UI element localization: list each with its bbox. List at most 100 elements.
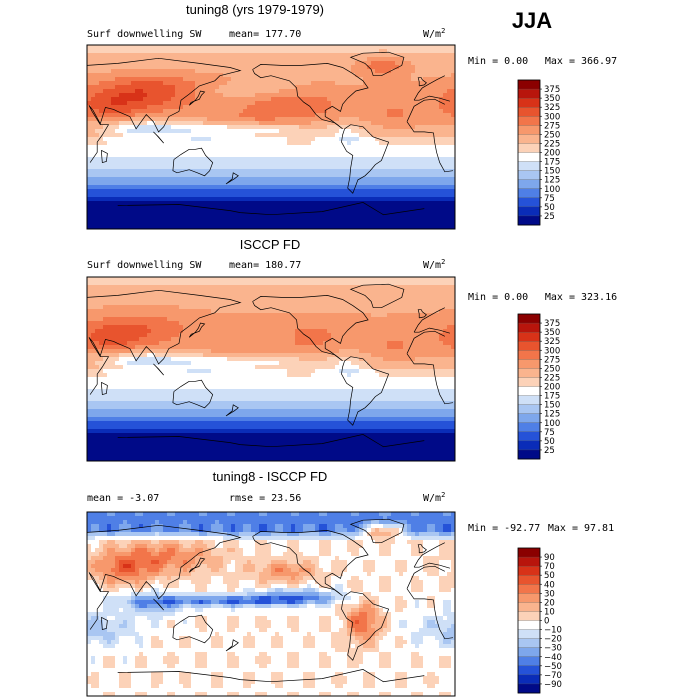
map-cell (355, 93, 360, 98)
map-cell (119, 169, 124, 174)
map-cell (239, 173, 244, 178)
map-cell (375, 289, 380, 294)
map-cell (403, 109, 408, 114)
map-cell (135, 69, 140, 74)
map-cell (131, 181, 136, 186)
map-cell (147, 125, 152, 130)
map-cell (91, 197, 96, 202)
map-cell (87, 65, 92, 70)
map-cell (283, 297, 288, 302)
map-cell (363, 169, 368, 174)
map-cell (287, 53, 292, 58)
map-cell (415, 133, 420, 138)
map-cell (275, 221, 280, 226)
map-cell (263, 189, 268, 194)
map-cell (311, 185, 316, 190)
map-cell (423, 129, 428, 134)
map-cell (235, 145, 240, 150)
map-cell (207, 121, 212, 126)
map-cell (279, 281, 284, 286)
map-cell (407, 297, 412, 302)
map-cell (195, 189, 200, 194)
map-cell (351, 285, 356, 290)
map-cell (223, 45, 228, 50)
map-cell (223, 85, 228, 90)
map-cell (331, 281, 336, 286)
map-cell (115, 125, 120, 130)
map-cell (279, 85, 284, 90)
map-cell (355, 121, 360, 126)
map-cell (419, 201, 424, 206)
map-cell (283, 173, 288, 178)
map-cell (163, 217, 168, 222)
map-cell (167, 81, 172, 86)
map-cell (331, 197, 336, 202)
map-cell (135, 201, 140, 206)
map-cell (155, 137, 160, 142)
map-cell (131, 85, 136, 90)
map-cell (103, 277, 108, 282)
map-cell (147, 225, 152, 229)
map-cell (227, 289, 232, 294)
map-cell (299, 89, 304, 94)
map-cell (107, 221, 112, 226)
map-cell (103, 173, 108, 178)
map-cell (255, 221, 260, 226)
map-cell (403, 225, 408, 229)
map-cell (131, 301, 136, 306)
map-cell (163, 49, 168, 54)
map-cell (279, 221, 284, 226)
map-cell (335, 113, 340, 118)
map-cell (139, 157, 144, 162)
map-cell (171, 169, 176, 174)
map-cell (383, 173, 388, 178)
map-cell (263, 217, 268, 222)
map-cell (419, 145, 424, 150)
map-cell (307, 45, 312, 50)
map-cell (195, 53, 200, 58)
map-cell (243, 221, 248, 226)
map-cell (391, 177, 396, 182)
map-cell (303, 81, 308, 86)
map-cell (359, 285, 364, 290)
map-cell (159, 153, 164, 158)
map-cell (279, 137, 284, 142)
map-cell (219, 281, 224, 286)
map-cell (175, 69, 180, 74)
map-cell (287, 57, 292, 62)
map-cell (183, 73, 188, 78)
map-cell (307, 289, 312, 294)
map-cell (379, 153, 384, 158)
map-cell (447, 165, 452, 170)
map-cell (171, 185, 176, 190)
map-cell (123, 185, 128, 190)
map-cell (295, 113, 300, 118)
map-cell (351, 185, 356, 190)
map-cell (323, 137, 328, 142)
map-cell (435, 281, 440, 286)
map-cell (111, 181, 116, 186)
map-cell (215, 149, 220, 154)
map-cell (403, 277, 408, 282)
map-cell (335, 93, 340, 98)
map-cell (379, 65, 384, 70)
map-cell (243, 289, 248, 294)
map-cell (119, 101, 124, 106)
map-cell (307, 149, 312, 154)
map-cell (123, 289, 128, 294)
map-cell (243, 117, 248, 122)
map-cell (443, 277, 448, 282)
map-cell (135, 89, 140, 94)
map-cell (315, 189, 320, 194)
map-cell (327, 209, 332, 214)
map-cell (135, 149, 140, 154)
map-cell (183, 85, 188, 90)
map-cell (151, 145, 156, 150)
map-cell (371, 85, 376, 90)
map-cell (399, 49, 404, 54)
map-cell (283, 65, 288, 70)
map-cell (267, 165, 272, 170)
map-cell (343, 65, 348, 70)
map-cell (115, 305, 120, 310)
map-cell (347, 153, 352, 158)
